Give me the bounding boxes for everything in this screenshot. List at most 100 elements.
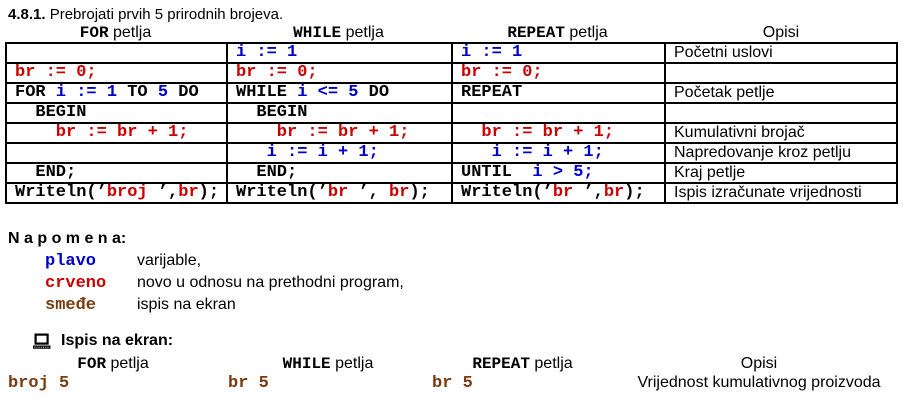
screen-output-value: br 5 <box>228 374 269 393</box>
legend-term: crveno <box>45 274 107 293</box>
code-segment: ); <box>624 183 645 202</box>
description-cell: Početak petlje <box>664 82 898 104</box>
code-cell: i := 1 <box>451 42 666 64</box>
code-segment: i := 1 <box>55 83 118 102</box>
code-cell: Writeln(’br ’, br); <box>226 182 453 204</box>
code-cell: i := 1 <box>226 42 453 64</box>
column-header: Opisi <box>664 23 898 43</box>
code-segment: Writeln(’ <box>236 183 328 202</box>
code-segment: DO <box>358 83 390 102</box>
section-number: 4.8.1. <box>8 6 46 23</box>
code-segment: FOR <box>15 83 56 102</box>
column-header-label: petlja <box>341 24 384 41</box>
code-cell: END; <box>5 162 228 184</box>
legend-description: novo u odnosu na prethodni program, <box>137 274 404 291</box>
legend-description: ispis na ekran <box>137 296 236 313</box>
description-cell: Početni uslovi <box>664 42 898 64</box>
code-cell: br := 0; <box>226 62 453 84</box>
code-cell: UNTIL i > 5; <box>451 162 666 184</box>
legend-item: crveno novo u odnosu na prethodni program… <box>45 274 404 296</box>
code-segment: DO <box>168 83 199 102</box>
legend-item: smeđe ispis na ekran <box>45 296 404 318</box>
code-cell: Writeln(’broj ’,br); <box>5 182 228 204</box>
code-segment: br := 0; <box>236 63 318 82</box>
column-header: FOR petlja <box>5 23 226 43</box>
column-header-label: petlja <box>330 355 374 372</box>
table-row: i := i + 1; i := i + 1; Napredovanje kroz… <box>5 142 898 164</box>
computer-icon <box>33 333 51 349</box>
table-row: END; END; UNTIL i > 5; Kraj petlje <box>5 162 898 184</box>
column-header: FOR petlja <box>0 354 226 374</box>
code-cell: i := i + 1; <box>226 142 453 164</box>
code-segment: i := 1 <box>461 43 523 62</box>
code-cell <box>5 42 228 64</box>
column-header: WHILE petlja <box>226 23 451 43</box>
code-segment: br := 0; <box>15 63 97 82</box>
code-cell: br := 0; <box>5 62 228 84</box>
code-cell: BEGIN <box>5 102 228 124</box>
code-segment: ’, <box>583 183 604 202</box>
code-segment: i := i + 1; <box>236 143 379 162</box>
code-segment: i > 5; <box>532 163 594 182</box>
code-cell: BEGIN <box>226 102 453 124</box>
loop-keyword: REPEAT <box>472 355 530 373</box>
legend-term: smeđe <box>45 296 97 315</box>
code-segment: BEGIN <box>236 103 308 122</box>
output-description: Vrijednost kumulativnog proizvoda <box>637 374 881 391</box>
code-segment: broj <box>106 183 158 202</box>
column-header: REPEAT petlja <box>430 354 615 374</box>
column-header: WHILE petlja <box>226 354 430 374</box>
code-cell: FOR i := 1 TO 5 DO <box>5 82 228 104</box>
code-segment: Writeln(’ <box>461 183 553 202</box>
table-row: BEGIN BEGIN <box>5 102 898 124</box>
column-header-label: Opisi <box>762 24 800 41</box>
column-header-label: petlja <box>108 24 152 41</box>
loop-keyword: FOR <box>77 355 107 373</box>
loop-keyword: WHILE <box>293 24 342 42</box>
legend-description: varijable, <box>137 252 202 269</box>
screen-output-value: br 5 <box>432 374 473 393</box>
code-cell: END; <box>226 162 453 184</box>
code-segment: br <box>552 183 584 202</box>
code-segment: 5 <box>157 83 169 102</box>
napomena-legend: plavo varijable, crveno novo u odnosu na pr… <box>8 252 404 318</box>
column-header-label: petlja <box>564 24 608 41</box>
code-segment: br <box>603 183 625 202</box>
code-segment: END; <box>236 163 298 182</box>
column-header: Opisi <box>615 354 903 374</box>
column-header-label: Opisi <box>740 355 778 372</box>
title-text: Prebrojati prvih 5 prirodnih brojeva. <box>45 6 284 23</box>
code-cell: br := br + 1; <box>451 122 666 144</box>
code-segment: UNTIL <box>461 163 533 182</box>
code-segment: i <= 5 <box>297 83 359 102</box>
code-cell: i := i + 1; <box>451 142 666 164</box>
description-cell: Kraj petlje <box>664 162 898 184</box>
loop-keyword: FOR <box>79 24 109 42</box>
code-segment: i := i + 1; <box>461 143 604 162</box>
code-cell: br := br + 1; <box>5 122 228 144</box>
legend-term: plavo <box>45 252 97 271</box>
description-cell <box>664 102 898 124</box>
napomena-section: N a p o m e n a: plavo varijable, crveno no… <box>8 230 404 318</box>
loop-keyword: REPEAT <box>507 24 565 42</box>
code-segment: Writeln(’ <box>15 183 107 202</box>
code-segment: i := 1 <box>236 43 298 62</box>
code-segment: ); <box>409 183 430 202</box>
table-row: br := br + 1; br := br + 1; br := br + 1… <box>5 122 898 144</box>
code-segment: WHILE <box>236 83 298 102</box>
code-cell: br := 0; <box>451 62 666 84</box>
output-column-headers: FOR petlja WHILE petlja REPEAT petlja Opisi <box>0 354 903 374</box>
code-segment: BEGIN <box>15 103 87 122</box>
output-section-heading: Ispis na ekran: <box>32 332 173 350</box>
code-segment: br := br + 1; <box>15 123 189 142</box>
column-header: REPEAT petlja <box>451 23 664 43</box>
code-cell: Writeln(’br ’,br); <box>451 182 666 204</box>
column-header-label: petlja <box>529 355 573 372</box>
code-cell: REPEAT <box>451 82 666 104</box>
code-segment: br := 0; <box>461 63 543 82</box>
column-header-label: petlja <box>106 355 149 372</box>
loop-keyword: WHILE <box>282 355 331 373</box>
loop-comparison-table: i := 1 i := 1 Početni uslovi br := 0; br := … <box>5 42 898 204</box>
code-segment: ); <box>198 183 220 202</box>
